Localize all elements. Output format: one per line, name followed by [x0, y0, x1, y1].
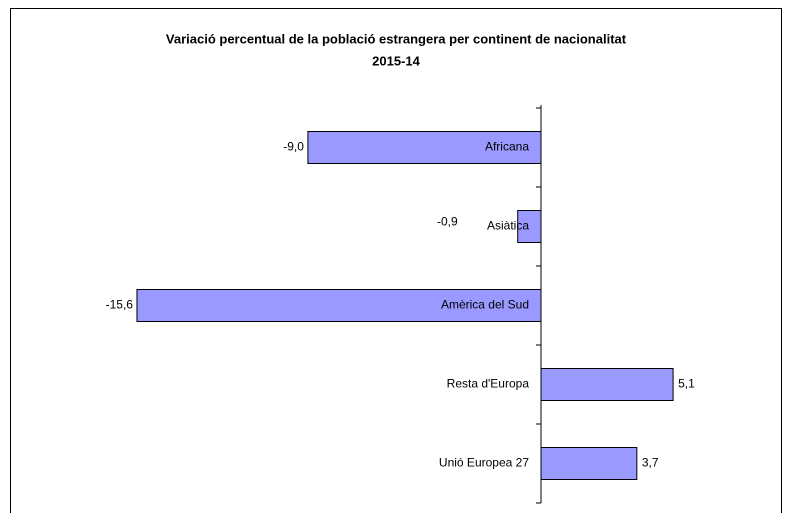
chart-border [10, 8, 782, 513]
chart-title: Variació percentual de la població estra… [166, 31, 627, 46]
chart-subtitle: 2015-14 [372, 53, 420, 68]
value-label: 3,7 [642, 456, 659, 470]
value-label: -9,0 [283, 140, 304, 154]
bar [540, 447, 638, 480]
bar [136, 289, 542, 322]
category-label: Unió Europea 27 [439, 456, 529, 470]
bar [307, 131, 542, 164]
value-label: -0,9 [437, 215, 458, 229]
bar [540, 368, 674, 401]
category-label: Amèrica del Sud [441, 298, 529, 312]
value-label: 5,1 [678, 377, 695, 391]
value-label: -15,6 [106, 298, 134, 312]
category-label: Asiàtica [487, 219, 529, 233]
category-label: Resta d'Europa [447, 377, 530, 391]
bar [517, 210, 542, 243]
category-label: Africana [485, 140, 529, 154]
